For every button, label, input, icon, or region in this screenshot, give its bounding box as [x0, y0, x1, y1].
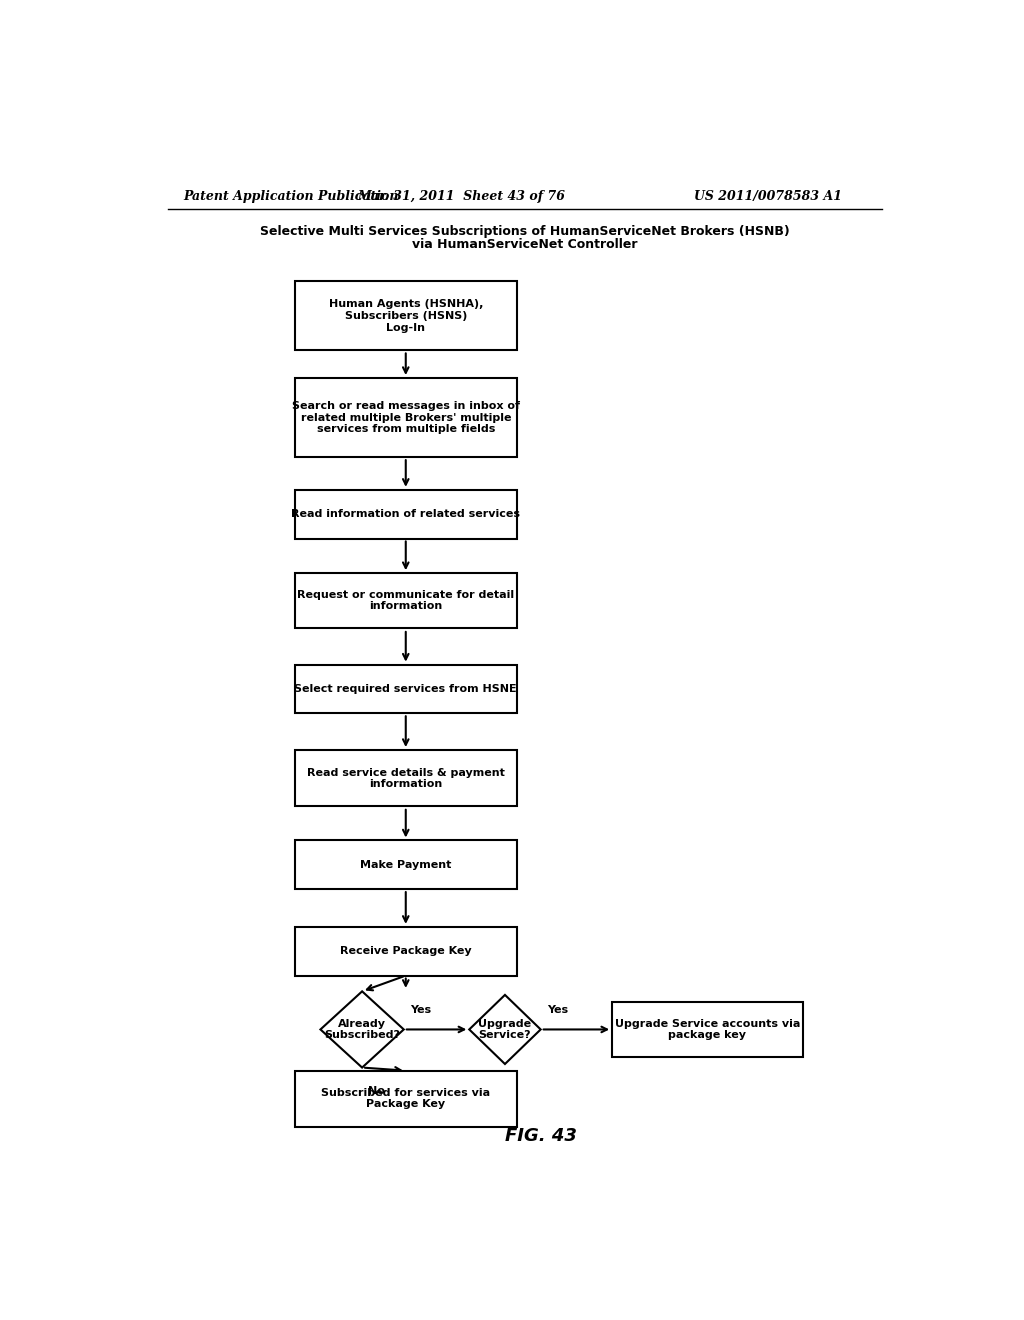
FancyBboxPatch shape: [295, 281, 517, 351]
Text: Select required services from HSNE: Select required services from HSNE: [295, 684, 517, 694]
Text: Selective Multi Services Subscriptions of HumanServiceNet Brokers (HSNB): Selective Multi Services Subscriptions o…: [260, 226, 790, 238]
FancyBboxPatch shape: [295, 490, 517, 539]
Polygon shape: [321, 991, 403, 1068]
FancyBboxPatch shape: [295, 751, 517, 807]
Text: FIG. 43: FIG. 43: [505, 1127, 577, 1146]
Text: Upgrade Service accounts via
package key: Upgrade Service accounts via package key: [614, 1019, 800, 1040]
Text: Patent Application Publication: Patent Application Publication: [183, 190, 399, 202]
Text: Read service details & payment
information: Read service details & payment informati…: [307, 768, 505, 789]
Text: Mar. 31, 2011  Sheet 43 of 76: Mar. 31, 2011 Sheet 43 of 76: [357, 190, 565, 202]
FancyBboxPatch shape: [295, 378, 517, 457]
Text: Make Payment: Make Payment: [360, 859, 452, 870]
FancyBboxPatch shape: [295, 841, 517, 890]
FancyBboxPatch shape: [295, 573, 517, 628]
Text: Search or read messages in inbox of
related multiple Brokers' multiple
services : Search or read messages in inbox of rela…: [292, 401, 520, 434]
Polygon shape: [469, 995, 541, 1064]
FancyBboxPatch shape: [295, 664, 517, 713]
Text: Read information of related services: Read information of related services: [291, 510, 520, 519]
FancyBboxPatch shape: [295, 1071, 517, 1126]
Text: Receive Package Key: Receive Package Key: [340, 946, 472, 956]
FancyBboxPatch shape: [612, 1002, 803, 1057]
Text: Upgrade
Service?: Upgrade Service?: [478, 1019, 531, 1040]
Text: Yes: Yes: [547, 1006, 568, 1015]
Text: Human Agents (HSNHA),
Subscribers (HSNS)
Log-In: Human Agents (HSNHA), Subscribers (HSNS)…: [329, 300, 483, 333]
Text: via HumanServiceNet Controller: via HumanServiceNet Controller: [412, 239, 638, 251]
Text: US 2011/0078583 A1: US 2011/0078583 A1: [694, 190, 842, 202]
FancyBboxPatch shape: [295, 927, 517, 975]
Text: Request or communicate for detail
information: Request or communicate for detail inform…: [297, 590, 514, 611]
Text: Subscribed for services via
Package Key: Subscribed for services via Package Key: [322, 1088, 490, 1109]
Text: Yes: Yes: [411, 1006, 431, 1015]
Text: No: No: [369, 1086, 385, 1096]
Text: Already
Subscribed?: Already Subscribed?: [325, 1019, 400, 1040]
